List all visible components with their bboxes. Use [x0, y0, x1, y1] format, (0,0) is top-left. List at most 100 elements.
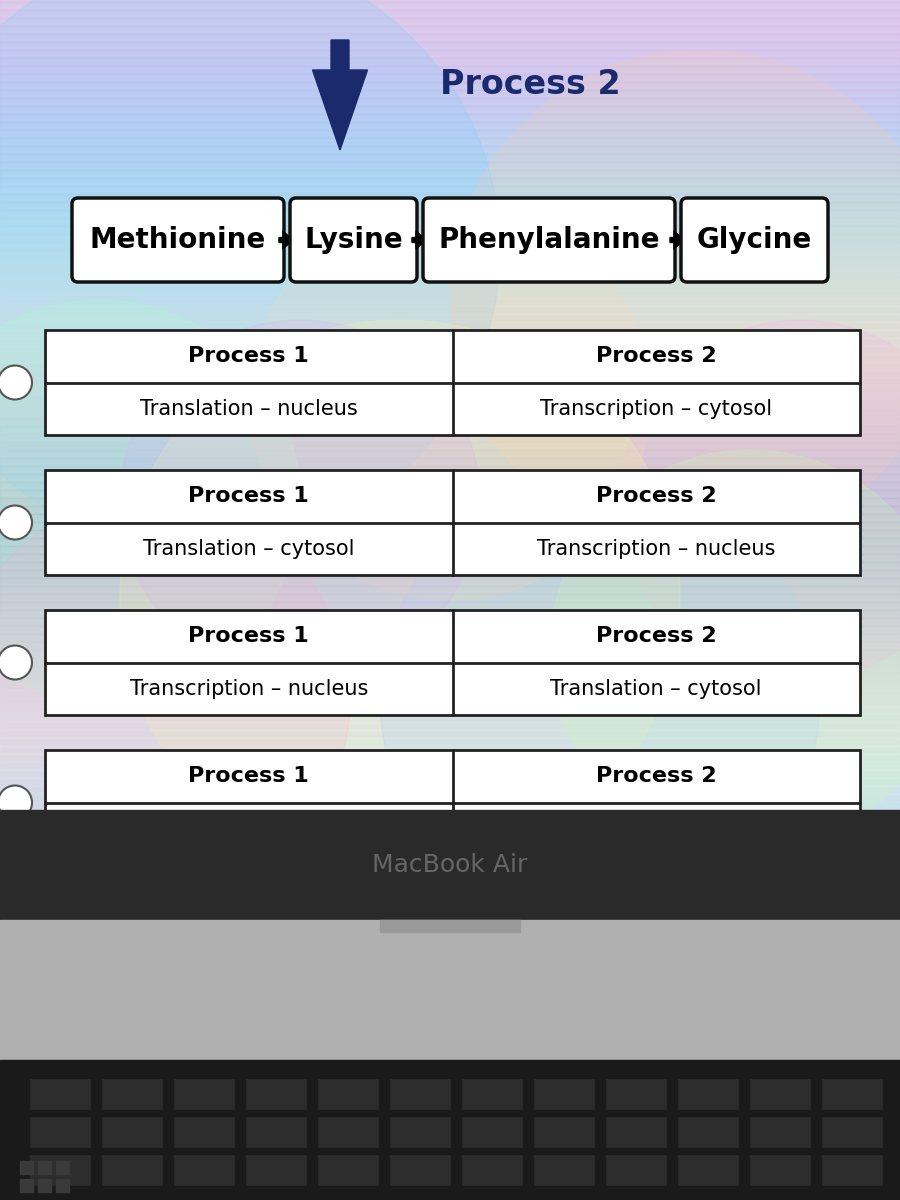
Bar: [678, 1079, 738, 1109]
FancyArrow shape: [312, 40, 367, 150]
Bar: [0, 554, 900, 562]
Bar: [0, 290, 900, 298]
Bar: [0, 810, 900, 920]
Circle shape: [620, 320, 900, 680]
Bar: [0, 402, 900, 410]
Bar: [0, 802, 900, 810]
Text: Process 1: Process 1: [188, 486, 309, 506]
Bar: [0, 354, 900, 362]
Bar: [0, 698, 900, 706]
Bar: [0, 514, 900, 522]
Bar: [0, 106, 900, 114]
Circle shape: [0, 646, 32, 679]
Text: Transcription – nucleus: Transcription – nucleus: [130, 679, 368, 698]
FancyBboxPatch shape: [681, 198, 828, 282]
Bar: [56, 1178, 69, 1192]
Circle shape: [0, 300, 300, 700]
Bar: [0, 170, 900, 178]
Bar: [0, 58, 900, 66]
Bar: [246, 1154, 306, 1186]
Bar: [0, 570, 900, 578]
Bar: [0, 386, 900, 394]
Text: Transcription – cytosol: Transcription – cytosol: [540, 398, 772, 419]
Bar: [45, 750, 860, 854]
Bar: [246, 1079, 306, 1109]
Text: Process 2: Process 2: [596, 626, 716, 647]
Bar: [380, 920, 520, 932]
Bar: [174, 1079, 234, 1109]
Bar: [0, 746, 900, 754]
Bar: [0, 50, 900, 58]
Bar: [0, 98, 900, 106]
Bar: [0, 474, 900, 482]
Bar: [0, 90, 900, 98]
Bar: [0, 266, 900, 274]
Bar: [0, 690, 900, 698]
Bar: [0, 450, 900, 458]
Bar: [0, 530, 900, 538]
Circle shape: [0, 500, 350, 900]
Bar: [750, 1117, 810, 1147]
Bar: [45, 610, 860, 715]
Bar: [0, 378, 900, 386]
Bar: [678, 1117, 738, 1147]
Bar: [0, 26, 900, 34]
Bar: [0, 794, 900, 802]
Bar: [678, 1154, 738, 1186]
Bar: [174, 1117, 234, 1147]
Text: Process 1: Process 1: [188, 347, 309, 366]
Bar: [0, 626, 900, 634]
Bar: [56, 1162, 69, 1174]
Bar: [0, 770, 900, 778]
Bar: [462, 1117, 522, 1147]
Bar: [0, 738, 900, 746]
Bar: [0, 122, 900, 130]
Bar: [0, 434, 900, 442]
Text: Process 2: Process 2: [440, 68, 620, 102]
Bar: [0, 114, 900, 122]
Bar: [0, 506, 900, 514]
Bar: [102, 1154, 162, 1186]
Text: Phenylalanine: Phenylalanine: [438, 226, 660, 254]
Bar: [0, 442, 900, 450]
Bar: [0, 754, 900, 762]
Bar: [750, 1079, 810, 1109]
FancyBboxPatch shape: [72, 198, 284, 282]
Circle shape: [250, 200, 650, 600]
Bar: [0, 226, 900, 234]
Bar: [0, 562, 900, 570]
Circle shape: [0, 366, 32, 400]
Bar: [0, 346, 900, 354]
Bar: [0, 634, 900, 642]
FancyBboxPatch shape: [423, 198, 675, 282]
Text: Translation – nucleus: Translation – nucleus: [140, 398, 357, 419]
Bar: [30, 1079, 90, 1109]
Bar: [20, 1178, 33, 1192]
FancyArrow shape: [412, 230, 426, 248]
Bar: [0, 466, 900, 474]
Bar: [822, 1154, 882, 1186]
Bar: [0, 210, 900, 218]
Bar: [0, 730, 900, 738]
Bar: [0, 0, 900, 810]
Bar: [0, 18, 900, 26]
Bar: [390, 1079, 450, 1109]
Bar: [390, 1154, 450, 1186]
Bar: [0, 410, 900, 418]
Bar: [0, 0, 900, 2]
Circle shape: [380, 480, 820, 920]
Text: Methionine: Methionine: [90, 226, 266, 254]
Bar: [0, 314, 900, 322]
Bar: [0, 650, 900, 658]
Text: Translation – cytosol: Translation – cytosol: [551, 679, 762, 698]
Bar: [0, 330, 900, 338]
Circle shape: [450, 50, 900, 550]
Bar: [0, 218, 900, 226]
Bar: [0, 762, 900, 770]
Text: Process 1: Process 1: [188, 767, 309, 786]
Bar: [0, 920, 900, 1060]
Bar: [0, 234, 900, 242]
Bar: [0, 146, 900, 154]
Bar: [318, 1079, 378, 1109]
Bar: [0, 66, 900, 74]
